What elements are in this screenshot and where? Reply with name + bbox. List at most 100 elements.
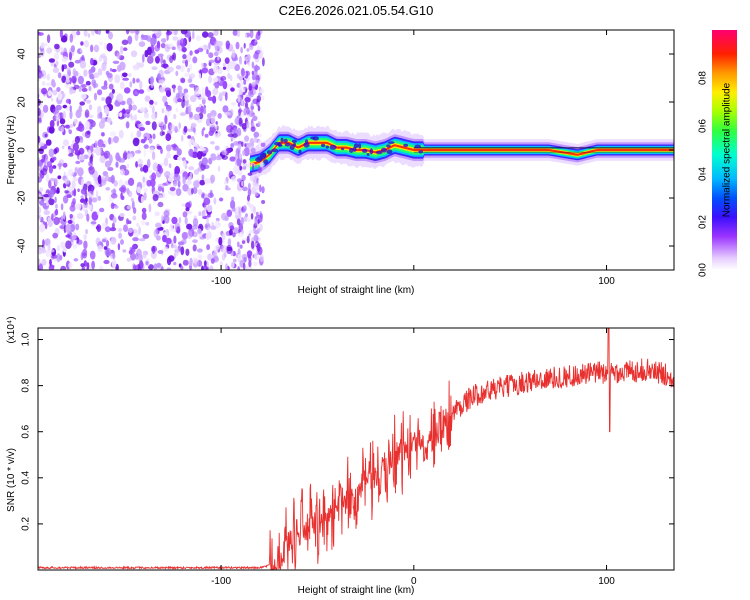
noise-speckle	[162, 95, 168, 103]
noise-speckle	[236, 178, 242, 183]
noise-speckle	[122, 108, 126, 114]
noise-speckle	[56, 187, 60, 194]
noise-speckle	[53, 216, 60, 226]
noise-speckle	[182, 211, 188, 218]
noise-speckle	[126, 257, 132, 262]
noise-speckle	[237, 109, 243, 113]
noise-speckle	[55, 203, 58, 209]
noise-speckle	[109, 227, 117, 232]
noise-speckle	[60, 46, 64, 52]
noise-speckle	[88, 196, 93, 205]
noise-speckle	[241, 240, 246, 245]
noise-speckle	[186, 230, 193, 239]
noise-speckle	[50, 97, 54, 102]
spectrogram-x-axis-label: Height of straight line (km)	[298, 285, 415, 296]
noise-speckle	[163, 157, 169, 167]
noise-speckle	[157, 53, 164, 58]
noise-speckle	[220, 75, 227, 81]
noise-speckle	[211, 156, 217, 161]
noise-speckle	[69, 110, 73, 120]
noise-speckle	[197, 228, 202, 235]
noise-speckle	[52, 156, 57, 161]
x-tick-label: -100	[211, 276, 231, 287]
x-tick-label: 100	[598, 576, 615, 587]
noise-speckle	[215, 155, 223, 161]
noise-speckle	[208, 52, 214, 59]
noise-speckle	[39, 187, 43, 193]
noise-speckle	[104, 226, 111, 233]
noise-speckle	[80, 41, 84, 46]
noise-speckle	[196, 143, 200, 150]
noise-speckle	[97, 245, 103, 252]
noise-speckle	[42, 81, 46, 86]
noise-speckle	[46, 34, 51, 44]
noise-speckle	[111, 189, 117, 194]
noise-speckle	[46, 161, 53, 168]
noise-speckle	[85, 229, 88, 235]
noise-speckle	[160, 147, 163, 154]
noise-speckle	[121, 195, 125, 201]
trace-blob	[414, 144, 421, 149]
noise-speckle	[87, 149, 92, 158]
noise-speckle	[192, 30, 195, 40]
noise-speckle	[121, 39, 129, 46]
colorbar-tick-label: 0.6	[698, 119, 709, 133]
trace-blob	[386, 144, 391, 148]
noise-speckle	[69, 51, 72, 61]
noise-speckle	[248, 230, 255, 234]
noise-speckle	[118, 157, 126, 163]
noise-speckle	[237, 266, 241, 270]
noise-speckle	[67, 145, 71, 151]
noise-speckle	[190, 95, 197, 103]
noise-speckle	[65, 106, 70, 111]
noise-speckle	[88, 104, 93, 111]
noise-speckle	[89, 205, 92, 210]
noise-speckle	[177, 98, 183, 103]
noise-speckle	[137, 123, 141, 128]
noise-speckle	[173, 113, 177, 120]
noise-speckle	[188, 166, 195, 171]
noise-speckle	[85, 145, 90, 150]
noise-speckle	[201, 62, 204, 68]
noise-speckle	[42, 239, 45, 247]
noise-speckle	[44, 42, 48, 47]
noise-speckle	[38, 142, 45, 147]
noise-speckle	[54, 208, 59, 216]
noise-speckle	[51, 213, 54, 222]
noise-speckle	[240, 46, 243, 54]
y-tick-label: -40	[17, 238, 28, 253]
noise-speckle	[182, 157, 186, 162]
noise-speckle	[83, 30, 88, 37]
noise-speckle	[106, 42, 113, 52]
noise-speckle	[103, 150, 111, 159]
noise-speckle	[61, 75, 67, 84]
noise-speckle	[164, 171, 171, 178]
noise-speckle	[230, 176, 237, 182]
noise-speckle	[71, 180, 76, 189]
noise-speckle	[232, 30, 239, 36]
noise-speckle	[93, 72, 100, 79]
noise-speckle	[173, 143, 176, 150]
noise-speckle	[38, 54, 41, 59]
noise-speckle	[89, 74, 95, 80]
noise-speckle	[174, 165, 181, 175]
noise-speckle	[56, 245, 61, 252]
noise-speckle	[177, 180, 181, 188]
noise-speckle	[127, 35, 133, 45]
noise-speckle	[65, 240, 72, 249]
noise-speckle	[143, 188, 148, 193]
noise-speckle	[227, 72, 231, 80]
noise-speckle	[120, 184, 127, 194]
noise-speckle	[93, 81, 96, 89]
noise-speckle	[172, 36, 179, 41]
noise-speckle	[203, 260, 207, 267]
noise-speckle	[113, 205, 119, 209]
noise-speckle	[83, 234, 87, 241]
trace-blob	[349, 148, 354, 153]
noise-speckle	[73, 258, 79, 262]
noise-speckle	[88, 160, 93, 167]
noise-speckle	[231, 49, 236, 58]
noise-speckle	[176, 148, 182, 156]
noise-speckle	[120, 100, 126, 106]
trace-blob	[352, 146, 357, 152]
